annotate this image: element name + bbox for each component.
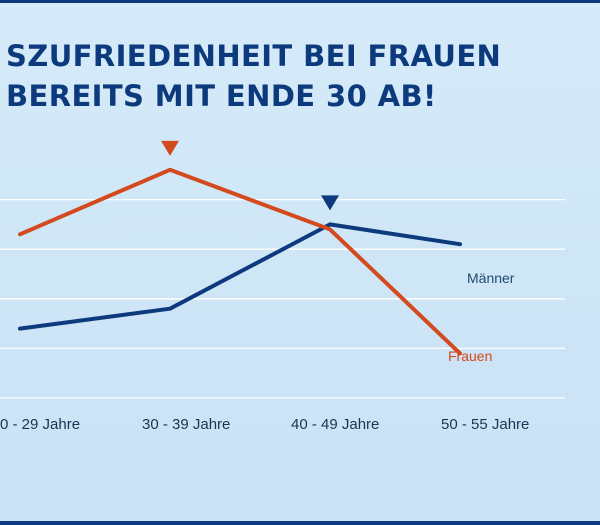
series-label-frauen: Frauen xyxy=(448,348,492,364)
peak-marker-triangle xyxy=(161,140,179,156)
series-label-maenner: Männer xyxy=(467,270,515,286)
series-line-frauen xyxy=(18,167,462,356)
chart-title-line-2: BEREITS MIT ENDE 30 AB! xyxy=(6,79,437,113)
chart-title: SZUFRIEDENHEIT BEI FRAUEN BEREITS MIT EN… xyxy=(6,36,501,116)
top-border-rule xyxy=(0,0,600,3)
x-tick-label: 40 - 49 Jahre xyxy=(291,416,379,433)
x-tick-label: 30 - 39 Jahre xyxy=(142,416,230,433)
series-line-maenner xyxy=(18,222,462,331)
bottom-border-rule xyxy=(0,521,600,525)
x-tick-label: 50 - 55 Jahre xyxy=(441,416,529,433)
chart-title-line-1: SZUFRIEDENHEIT BEI FRAUEN xyxy=(6,39,502,73)
x-tick-label: 0 - 29 Jahre xyxy=(0,416,80,433)
peak-marker-triangle xyxy=(321,195,339,211)
